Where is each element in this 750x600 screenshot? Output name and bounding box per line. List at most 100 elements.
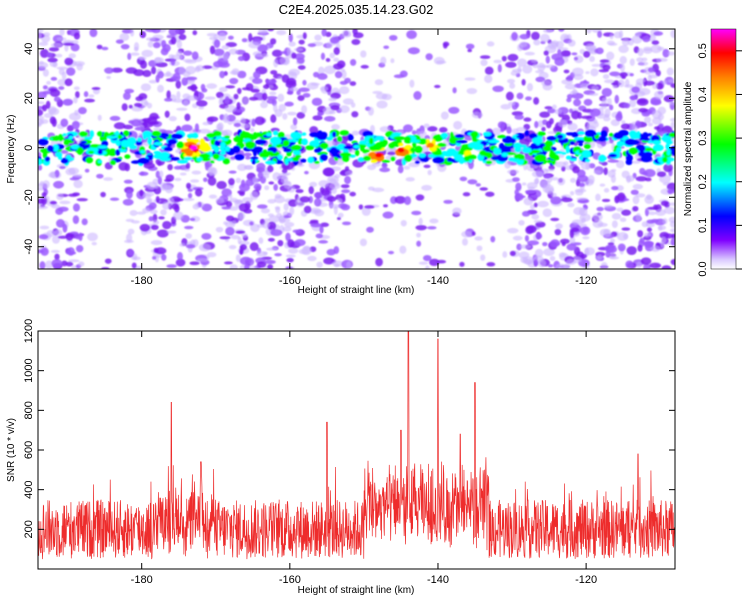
- noise-speck: [138, 171, 149, 176]
- noise-speck: [270, 127, 280, 133]
- noise-speck: [278, 218, 291, 223]
- noise-speck: [595, 193, 601, 202]
- noise-speck: [54, 253, 60, 261]
- noise-speck: [371, 162, 381, 167]
- noise-speck: [609, 33, 614, 40]
- noise-speck: [663, 163, 673, 173]
- noise-speck: [328, 97, 337, 102]
- noise-speck: [592, 212, 603, 221]
- noise-speck: [583, 247, 595, 256]
- noise-speck: [558, 29, 565, 32]
- noise-speck: [100, 191, 106, 198]
- noise-speck: [301, 246, 312, 256]
- y-tick-label: 20: [23, 92, 35, 104]
- signal-speck: [398, 142, 404, 147]
- noise-speck: [196, 258, 209, 262]
- noise-speck: [235, 254, 241, 263]
- noise-speck: [550, 217, 560, 222]
- noise-speck: [376, 100, 388, 109]
- noise-speck: [187, 85, 198, 91]
- noise-speck: [149, 209, 158, 215]
- noise-speck: [526, 225, 537, 234]
- noise-speck: [150, 240, 163, 246]
- noise-speck: [360, 64, 369, 69]
- colorbar-gradient: [710, 28, 737, 270]
- noise-speck: [233, 199, 244, 204]
- noise-speck: [292, 229, 301, 233]
- noise-speck: [351, 39, 361, 46]
- noise-speck: [215, 226, 224, 233]
- noise-speck: [511, 31, 518, 41]
- signal-speck: [292, 156, 300, 162]
- noise-speck: [551, 192, 557, 198]
- noise-speck: [595, 47, 604, 55]
- noise-speck: [135, 96, 144, 102]
- noise-speck: [631, 160, 641, 164]
- signal-speck: [357, 157, 365, 162]
- noise-speck: [65, 167, 76, 176]
- noise-speck: [480, 59, 488, 67]
- noise-speck: [38, 31, 42, 40]
- signal-speck: [390, 156, 396, 162]
- signal-speck: [316, 133, 328, 141]
- noise-speck: [374, 79, 384, 86]
- noise-speck: [299, 196, 311, 203]
- noise-speck: [605, 250, 611, 258]
- noise-speck: [658, 123, 664, 128]
- noise-speck: [662, 48, 670, 58]
- noise-speck: [611, 220, 618, 229]
- colorbar-tick-label: 0.5: [697, 43, 709, 58]
- noise-speck: [72, 192, 80, 197]
- noise-speck: [629, 58, 635, 66]
- noise-speck: [531, 170, 544, 178]
- signal-speck: [83, 136, 93, 141]
- noise-speck: [287, 111, 297, 116]
- noise-speck: [318, 66, 325, 76]
- noise-speck: [427, 126, 438, 132]
- noise-speck: [181, 77, 188, 86]
- noise-speck: [89, 29, 98, 38]
- signal-speck: [368, 137, 374, 145]
- noise-speck: [500, 103, 512, 110]
- noise-speck: [519, 41, 528, 48]
- noise-speck: [610, 238, 615, 244]
- noise-speck: [237, 55, 245, 62]
- noise-speck: [344, 166, 350, 171]
- x-tick-label: -160: [279, 275, 301, 287]
- noise-speck: [207, 176, 217, 186]
- noise-speck: [582, 236, 590, 240]
- noise-speck: [190, 179, 200, 183]
- noise-speck: [465, 43, 475, 50]
- noise-speck: [142, 207, 151, 214]
- noise-speck: [597, 254, 603, 261]
- noise-speck: [233, 93, 239, 100]
- noise-speck: [258, 29, 268, 35]
- noise-speck: [38, 164, 43, 171]
- noise-speck: [38, 41, 49, 46]
- noise-speck: [527, 186, 536, 190]
- noise-speck: [654, 90, 664, 100]
- noise-speck: [38, 101, 45, 105]
- signal-speck: [381, 159, 391, 163]
- noise-speck: [497, 64, 502, 73]
- noise-speck: [416, 232, 421, 238]
- colorbar-tick-label: 0.4: [697, 87, 709, 102]
- noise-speck: [178, 34, 187, 41]
- noise-speck: [375, 92, 388, 100]
- noise-speck: [226, 215, 235, 222]
- signal-speck: [374, 135, 385, 141]
- noise-speck: [115, 39, 124, 44]
- noise-speck: [331, 123, 340, 130]
- signal-speck: [379, 139, 388, 147]
- noise-speck: [224, 261, 233, 265]
- noise-speck: [153, 247, 159, 254]
- signal-speck: [600, 130, 608, 138]
- noise-speck: [284, 101, 294, 107]
- noise-speck: [203, 177, 208, 183]
- noise-speck: [139, 223, 151, 232]
- noise-speck: [240, 117, 246, 125]
- noise-speck: [533, 260, 539, 267]
- noise-speck: [603, 204, 613, 209]
- signal-speck: [270, 137, 282, 145]
- noise-speck: [629, 73, 634, 77]
